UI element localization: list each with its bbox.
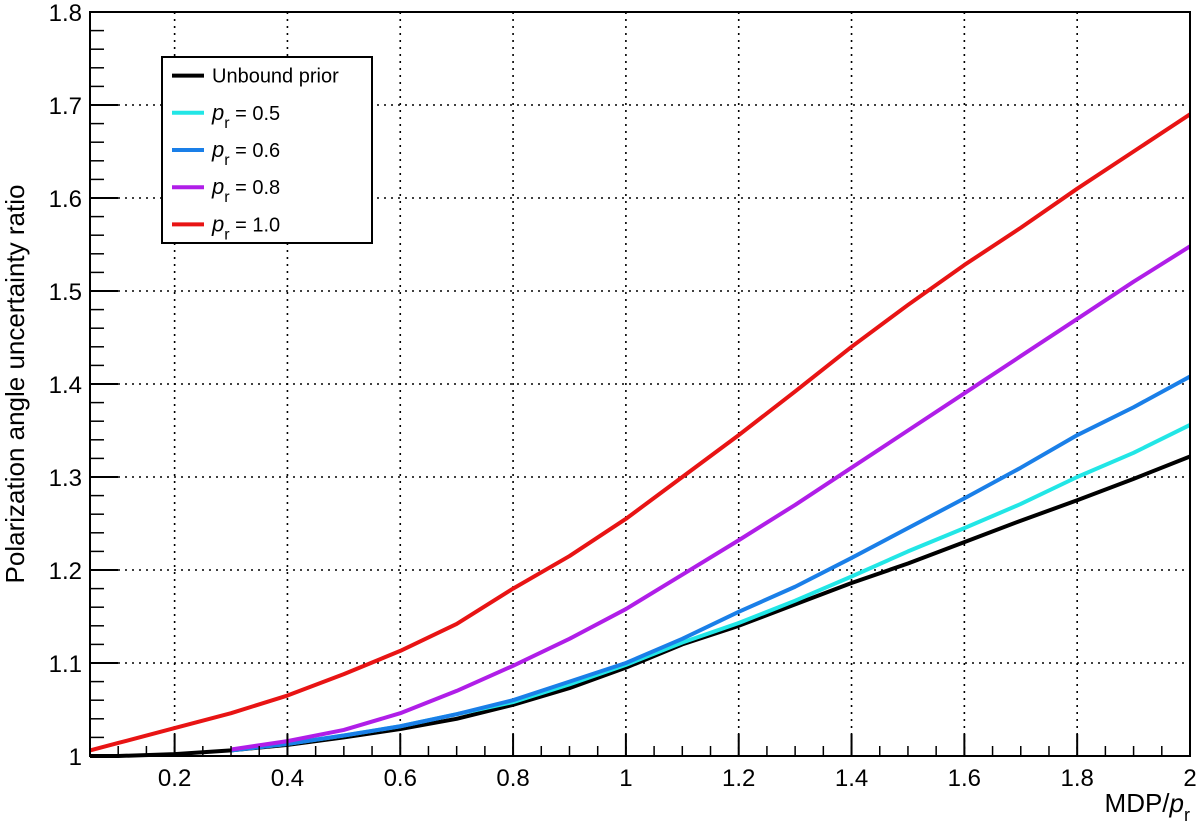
x-tick-label: 0.4 bbox=[271, 765, 304, 792]
x-tick-label: 0.8 bbox=[496, 765, 529, 792]
x-axis-title-subscript: r bbox=[1184, 805, 1190, 825]
legend-label: Unbound prior bbox=[212, 66, 339, 88]
y-tick-label: 1.7 bbox=[49, 93, 82, 120]
legend-label: pr = 0.6 bbox=[211, 137, 280, 169]
y-tick-label: 1.5 bbox=[49, 279, 82, 306]
y-tick-label: 1.4 bbox=[49, 372, 82, 399]
x-axis-title: MDP/pr bbox=[1105, 788, 1190, 825]
y-tick-label: 1.1 bbox=[49, 651, 82, 678]
series-line-3 bbox=[230, 244, 1192, 752]
series-lines bbox=[89, 112, 1192, 758]
y-tick-label: 1.3 bbox=[49, 465, 82, 492]
x-axis-title-main: MDP/ bbox=[1105, 788, 1171, 818]
series-line-4 bbox=[89, 112, 1192, 753]
y-axis-title: Polarization angle uncertainty ratio bbox=[0, 185, 30, 584]
legend: Unbound prior pr = 0.5 pr = 0.6 pr = 0.8 pr … bbox=[161, 56, 373, 244]
y-tick-label: 1.2 bbox=[49, 558, 82, 585]
x-tick-label: 1.6 bbox=[948, 765, 981, 792]
series-line-1 bbox=[230, 423, 1191, 753]
x-tick-label: 0.2 bbox=[158, 765, 191, 792]
x-tick-label: 1.8 bbox=[1060, 765, 1093, 792]
series-line-2 bbox=[230, 374, 1191, 753]
x-axis-title-italic: p bbox=[1169, 788, 1184, 818]
axis-ticks bbox=[89, 11, 1191, 757]
x-tick-label: 1.2 bbox=[722, 765, 755, 792]
x-tick-label: 1.4 bbox=[835, 765, 868, 792]
legend-label: pr = 0.8 bbox=[211, 174, 280, 206]
x-tick-label: 0.6 bbox=[384, 765, 417, 792]
y-tick-label: 1.6 bbox=[49, 186, 82, 213]
y-tick-label: 1 bbox=[69, 744, 82, 771]
legend-label: pr = 0.5 bbox=[211, 100, 280, 132]
legend-label: pr = 1.0 bbox=[211, 211, 280, 243]
x-tick-label: 1 bbox=[619, 765, 632, 792]
x-tick-label: 2 bbox=[1183, 765, 1196, 792]
y-tick-label: 1.8 bbox=[49, 0, 82, 27]
tick-labels: 0.2 0.4 0.6 0.8 1 1.2 1.4 1.6 1.8 2 1 1.1 1.2 1.3 1.4 1… bbox=[49, 0, 1197, 792]
